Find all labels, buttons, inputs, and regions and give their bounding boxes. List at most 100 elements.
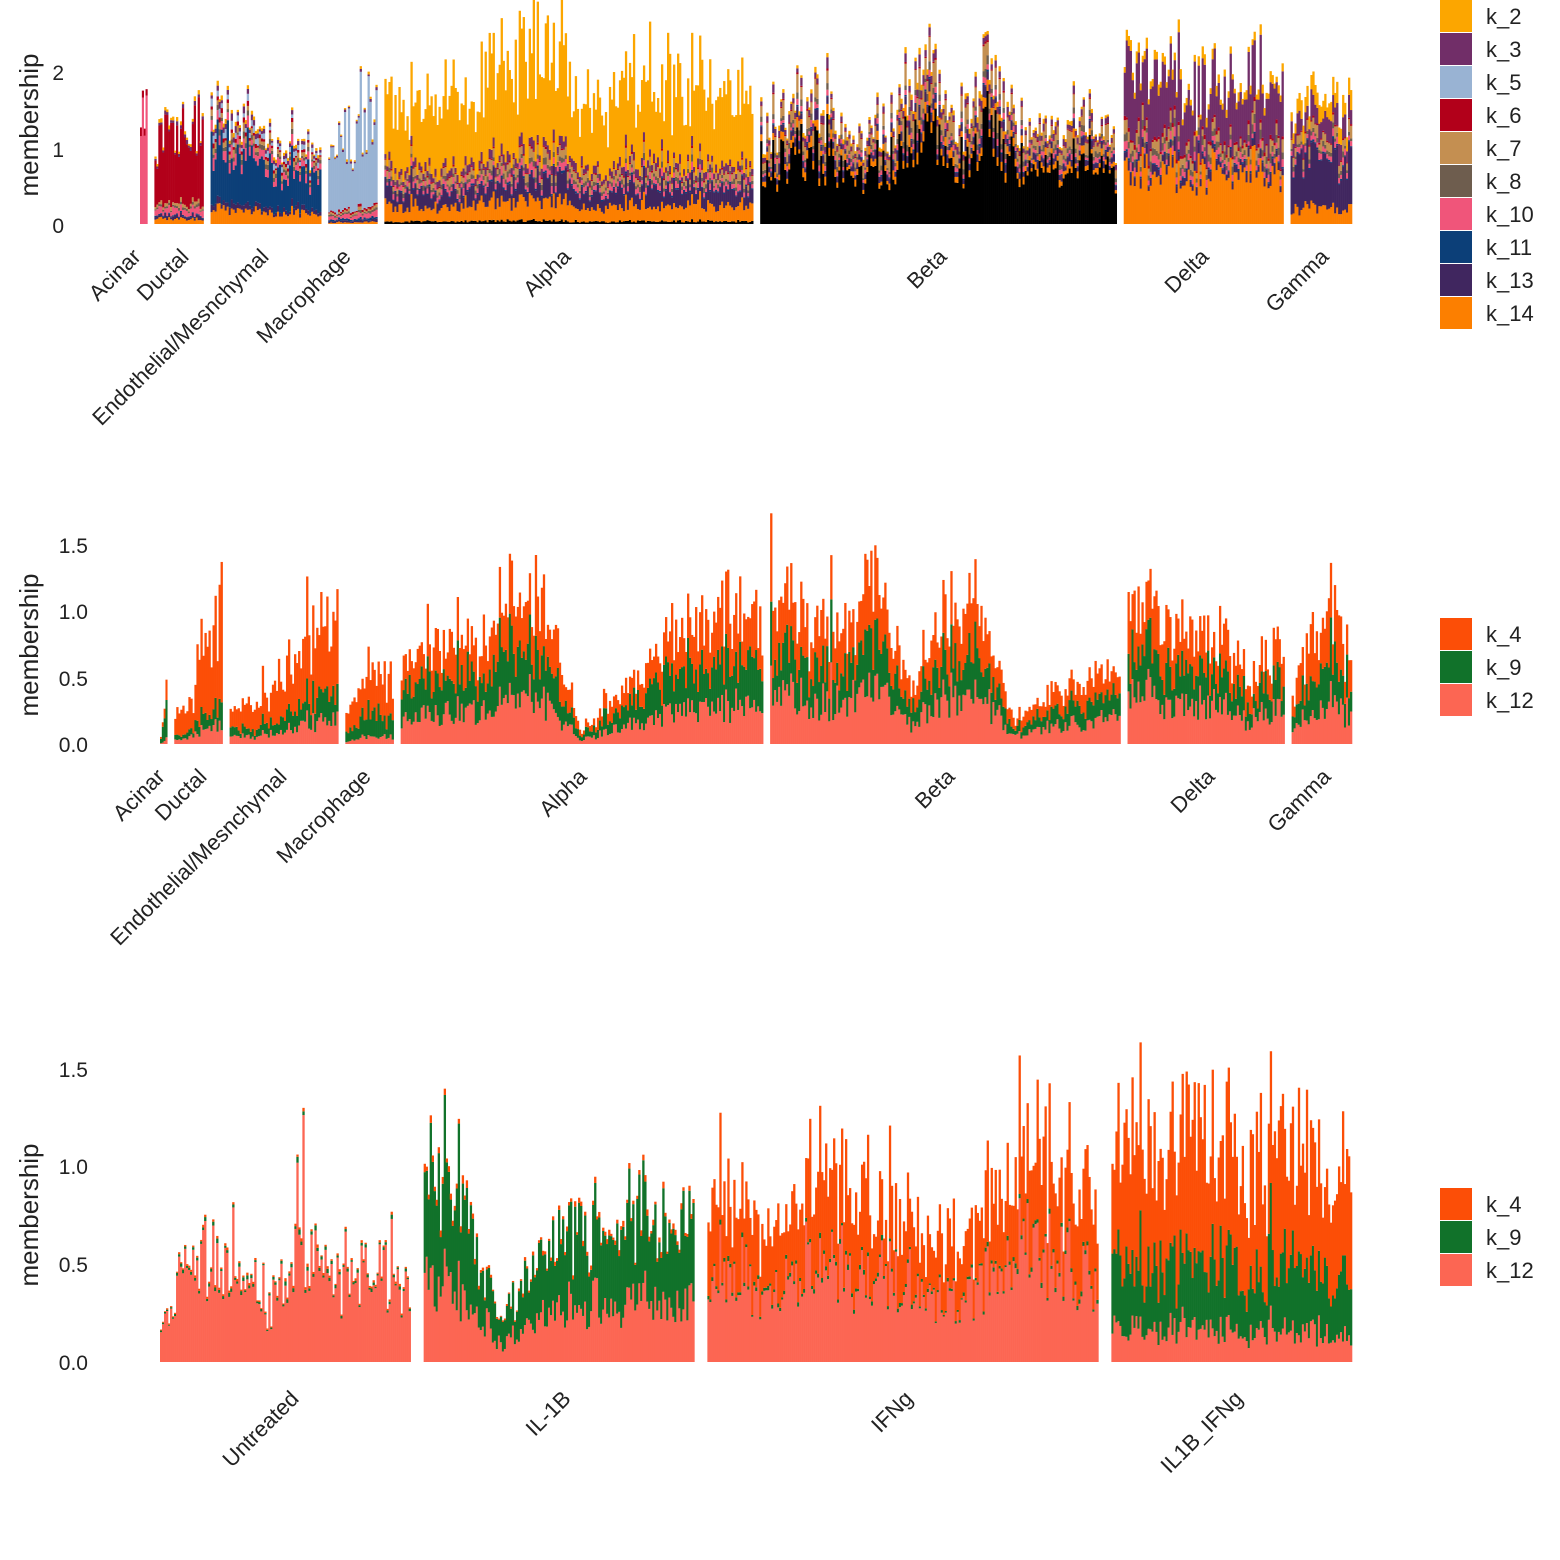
bar-segment-k_3 [574,162,578,172]
bar-segment-other [440,222,443,224]
bar-segment-other [882,150,885,224]
bar-segment-k_10 [1074,153,1077,158]
bar-segment-k_10 [749,176,752,183]
bar-segment-k_14 [956,176,959,183]
bar-segment-k_2 [1074,128,1077,131]
bar-segment-k_2 [590,132,594,174]
bar-segment-k_8 [644,182,648,188]
bar-segment-k_8 [683,181,686,187]
bar-segment-k_7 [384,159,387,166]
bar-segment-k_10 [1151,155,1154,164]
bar-segment-k_14 [478,200,481,221]
bar-segment-k_3 [420,166,423,171]
bar-segment-k_14 [1141,146,1144,224]
bar-segment-k_14 [568,200,572,223]
bar-segment-k_3 [664,167,668,172]
bar-segment-k_10 [242,138,246,149]
bar-segment-k_14 [598,208,602,223]
bar-segment-k_2 [594,109,598,166]
bar-segment-k_11 [242,148,246,206]
bar-segment-k_6 [998,77,1001,80]
bar-segment-k_10 [1056,144,1059,148]
bar-segment-k_2 [490,53,493,150]
bar-segment-k_13 [808,135,811,143]
bar-segment-k_7 [546,153,550,165]
bar-segment-k_7 [1088,98,1091,110]
bar-segment-k_13 [576,193,580,210]
bar-segment-k_10 [622,187,626,194]
bar-segment-k_11 [240,174,244,206]
bar-segment-k_10 [806,136,809,142]
bar-segment-k_11 [1193,160,1196,162]
bar-segment-k_7 [1062,146,1065,156]
bar-segment-other [612,221,616,224]
bar-segment-k_2 [1096,140,1099,143]
bar-segment-k_3 [432,178,435,183]
bar-segment-k_8 [822,144,825,151]
bar-segment-k_11 [848,158,851,159]
bar-segment-k_7 [788,123,791,143]
bar-segment-k_7 [414,166,417,176]
bar-segment-k_10 [468,181,471,188]
bar-segment-k_2 [510,78,513,169]
bar-segment-k_6 [582,173,586,176]
bar-segment-k_11 [976,154,979,156]
bar-segment-k_7 [1092,146,1095,157]
bar-segment-k_3 [187,145,191,148]
bar-segment-k_3 [504,162,507,170]
bar-segment-k_2 [1024,127,1027,131]
bar-segment-k_2 [654,111,658,164]
bar-segment-k_6 [808,115,811,118]
bar-segment-k_7 [984,43,987,69]
bar-segment-k_6 [179,128,183,198]
bar-segment-other [452,221,455,224]
bar-segment-k_3 [636,169,640,179]
bar-segment-other [1114,193,1118,224]
bar-segment-k_11 [860,156,863,158]
bar-segment-k_13 [317,213,320,217]
bar-segment-k_10 [640,180,644,185]
bar-segment-k_2 [588,107,592,181]
bar-segment-k_14 [1127,170,1131,224]
bar-segment-k_2 [396,129,399,181]
bar-segment-k_11 [1114,184,1118,186]
bar-segment-k_2 [930,72,933,76]
bar-segment-k_7 [640,167,644,177]
bar-segment-k_2 [438,106,441,181]
bar-segment-k_11 [701,186,704,188]
bar-segment-k_8 [660,161,664,168]
bar-segment-k_13 [806,143,809,151]
bar-segment-k_7 [1056,126,1059,140]
bar-segment-k_10 [976,150,979,155]
bar-segment-k_11 [998,106,1001,109]
bar-segment-other [506,219,509,224]
bar-segment-k_7 [328,213,331,215]
bar-segment-k_14 [964,151,967,157]
bar-segment-k_3 [1002,81,1005,91]
bar-segment-k_3 [442,162,445,167]
bar-segment-k_14 [1151,174,1154,224]
bar-segment-k_8 [502,173,505,179]
bar-segment-k_13 [410,168,413,194]
bar-segment-k_10 [1135,152,1138,160]
bar-segment-k_11 [892,159,895,161]
bar-segment-k_5 [295,150,298,156]
bar-segment-k_6 [1024,134,1027,136]
bar-segment-k_6 [486,168,489,170]
bar-segment-k_10 [470,179,473,184]
bar-segment-k_3 [191,121,195,125]
bar-segment-k_2 [826,53,829,58]
bar-segment-k_7 [978,106,981,130]
bar-segment-k_2 [345,159,349,162]
bar-segment-k_7 [628,164,632,173]
bar-segment-k_7 [729,166,732,171]
bar-segment-k_5 [240,148,244,152]
bar-segment-k_7 [952,122,955,140]
bar-segment-k_11 [727,189,730,191]
bar-segment-k_3 [693,166,696,172]
bar-segment-k_7 [739,171,742,181]
bar-segment-k_11 [830,117,833,119]
bar-segment-k_8 [794,130,797,135]
bar-segment-k_8 [552,151,556,158]
bar-segment-k_10 [1020,125,1023,129]
